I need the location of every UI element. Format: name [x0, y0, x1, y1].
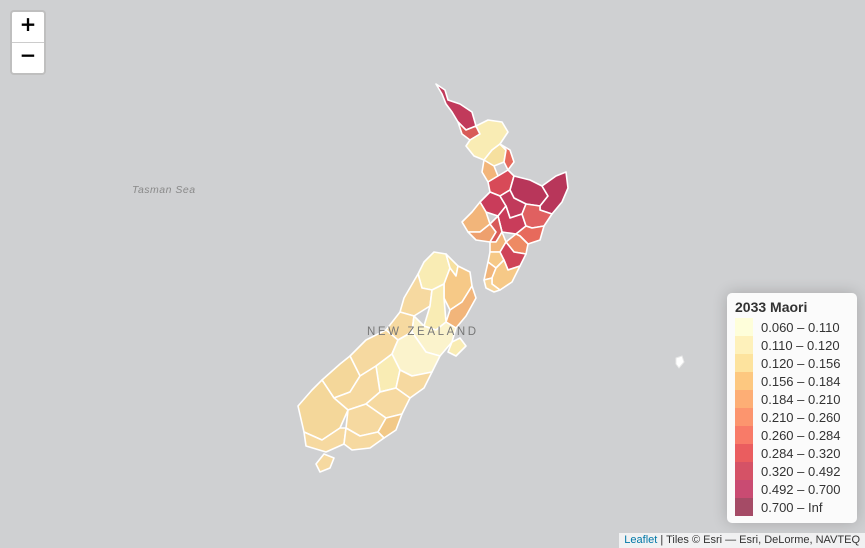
- attribution: Leaflet | Tiles © Esri — Esri, DeLorme, …: [619, 533, 865, 548]
- legend-swatch: [735, 336, 753, 354]
- legend-row: 0.320 – 0.492: [735, 462, 849, 480]
- legend-label: 0.060 – 0.110: [761, 319, 840, 335]
- north-island-regions[interactable]: [435, 83, 569, 293]
- region-gore[interactable]: [343, 427, 385, 451]
- sea-label: Tasman Sea: [132, 184, 196, 196]
- legend-swatch: [735, 354, 753, 372]
- legend: 2033 Maori 0.060 – 0.110 0.110 – 0.120 0…: [727, 293, 857, 523]
- region-dunedin[interactable]: [377, 413, 403, 439]
- legend-swatch: [735, 480, 753, 498]
- legend-swatch: [735, 444, 753, 462]
- legend-row: 0.492 – 0.700: [735, 480, 849, 498]
- legend-swatch: [735, 390, 753, 408]
- chatham-islands: [675, 355, 685, 369]
- legend-swatch: [735, 318, 753, 336]
- legend-rows: 0.060 – 0.110 0.110 – 0.120 0.120 – 0.15…: [735, 318, 849, 516]
- region-christchurch[interactable]: [447, 337, 467, 357]
- legend-swatch: [735, 498, 753, 516]
- region-east-cape[interactable]: [539, 171, 569, 215]
- region-stewart-island[interactable]: [315, 453, 335, 473]
- legend-label: 0.184 – 0.210: [761, 391, 841, 407]
- legend-swatch: [735, 372, 753, 390]
- legend-label: 0.210 – 0.260: [761, 409, 841, 425]
- south-island-regions[interactable]: [297, 251, 477, 473]
- country-label: NEW ZEALAND: [367, 326, 479, 338]
- legend-row: 0.260 – 0.284: [735, 426, 849, 444]
- legend-label: 0.110 – 0.120: [761, 337, 840, 353]
- region-wellington[interactable]: [483, 277, 501, 293]
- legend-label: 0.492 – 0.700: [761, 481, 841, 497]
- legend-swatch: [735, 462, 753, 480]
- legend-label: 0.260 – 0.284: [761, 427, 841, 443]
- legend-swatch: [735, 426, 753, 444]
- zoom-in-button[interactable]: +: [19, 12, 37, 36]
- legend-row: 0.156 – 0.184: [735, 372, 849, 390]
- legend-row: 0.700 – Inf: [735, 498, 849, 516]
- legend-row: 0.120 – 0.156: [735, 354, 849, 372]
- legend-row: 0.060 – 0.110: [735, 318, 849, 336]
- legend-row: 0.284 – 0.320: [735, 444, 849, 462]
- attribution-text: | Tiles © Esri — Esri, DeLorme, NAVTEQ: [657, 534, 860, 546]
- legend-title: 2033 Maori: [735, 299, 808, 315]
- zoom-out-button[interactable]: −: [12, 42, 44, 73]
- leaflet-link[interactable]: Leaflet: [624, 534, 658, 546]
- zoom-control: + −: [10, 10, 46, 75]
- legend-label: 0.284 – 0.320: [761, 445, 841, 461]
- legend-label: 0.156 – 0.184: [761, 373, 841, 389]
- legend-label: 0.320 – 0.492: [761, 463, 841, 479]
- legend-row: 0.184 – 0.210: [735, 390, 849, 408]
- legend-swatch: [735, 408, 753, 426]
- legend-label: 0.700 – Inf: [761, 499, 823, 515]
- legend-label: 0.120 – 0.156: [761, 355, 841, 371]
- legend-row: 0.110 – 0.120: [735, 336, 849, 354]
- region-far-north[interactable]: [435, 83, 477, 131]
- legend-row: 0.210 – 0.260: [735, 408, 849, 426]
